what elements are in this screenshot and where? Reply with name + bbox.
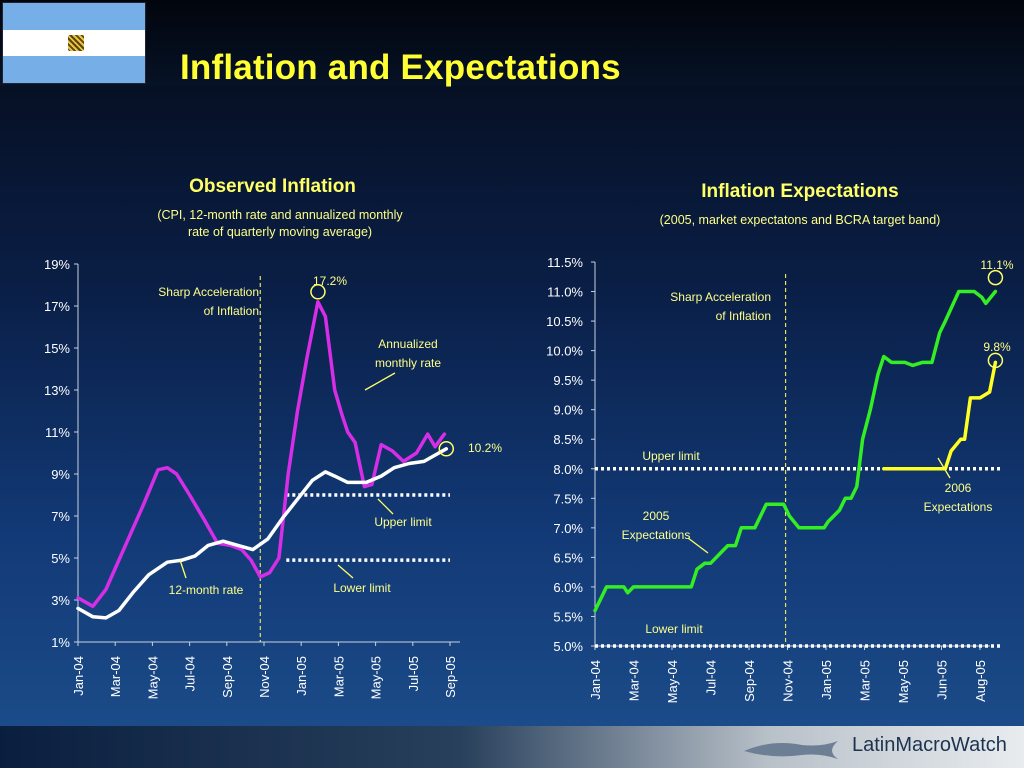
- fish-logo-icon: [744, 741, 838, 759]
- sharp-acceleration-label: of Inflation: [716, 309, 771, 323]
- x-tick-label: May-05: [369, 656, 384, 699]
- twelve-month-label: 12-month rate: [169, 583, 244, 597]
- footer: [0, 726, 1024, 768]
- x-tick-label: Sep-04: [742, 660, 757, 702]
- x-tick-label: Mar-04: [627, 660, 642, 701]
- lower-limit-label: Lower limit: [645, 622, 703, 636]
- x-tick-label: May-05: [896, 660, 911, 703]
- x-tick-label: Sep-05: [443, 656, 458, 698]
- chart-2-title: Inflation Expectations: [701, 181, 899, 202]
- annualized-label: Annualized: [378, 337, 437, 351]
- x-tick-label: Nov-04: [781, 660, 796, 702]
- x-tick-label: Mar-05: [331, 656, 346, 697]
- y-tick-label: 7%: [51, 509, 70, 524]
- x-tick-label: Jan-05: [819, 660, 834, 700]
- header-band: [0, 0, 1024, 86]
- y-tick-label: 9%: [51, 467, 70, 482]
- y-tick-label: 7.0%: [553, 521, 583, 536]
- y-tick-label: 11.5%: [547, 255, 583, 270]
- y-tick-label: 6.0%: [553, 580, 583, 595]
- exp-2005-label: Expectations: [622, 528, 691, 542]
- x-tick-label: Mar-04: [108, 656, 123, 697]
- lower-limit-pointer: [337, 564, 354, 579]
- exp-2006-pointer: [937, 457, 951, 479]
- y-tick-label: 19%: [44, 257, 70, 272]
- exp-2006-label: 2006: [945, 481, 972, 495]
- y-tick-label: 13%: [44, 383, 70, 398]
- x-tick-label: May-04: [665, 660, 680, 703]
- y-tick-label: 11.0%: [547, 285, 583, 300]
- x-tick-label: May-04: [145, 656, 160, 699]
- argentina-flag-icon: [2, 2, 146, 84]
- x-tick-label: Jan-04: [71, 656, 86, 696]
- y-tick-label: 5.5%: [553, 609, 583, 624]
- y-tick-label: 5.0%: [553, 639, 583, 654]
- y-tick-label: 5%: [51, 551, 70, 566]
- exp-2006-label: Expectations: [924, 500, 993, 514]
- annualized-pointer: [364, 372, 396, 391]
- x-tick-label: Nov-04: [257, 656, 272, 698]
- sharp-acceleration-label: Sharp Acceleration: [158, 285, 259, 299]
- brand-logo-text: LatinMacroWatch: [852, 734, 1007, 756]
- y-tick-label: 9.5%: [553, 373, 583, 388]
- upper-limit-pointer: [377, 498, 394, 515]
- y-tick-label: 11%: [45, 425, 70, 440]
- annualized-label: monthly rate: [375, 356, 441, 370]
- y-tick-label: 17%: [44, 299, 70, 314]
- lower-limit-label: Lower limit: [333, 581, 391, 595]
- peak-label: 17.2%: [313, 274, 347, 288]
- x-tick-label: Jul-04: [183, 656, 198, 691]
- mid-value-circle: [987, 352, 1004, 369]
- upper-limit-label: Upper limit: [642, 449, 700, 463]
- x-tick-label: Jan-04: [588, 660, 603, 700]
- chart-1-subtitle: (CPI, 12-month rate and annualized month…: [157, 208, 403, 239]
- series-2-line: [76, 447, 449, 620]
- y-tick-label: 3%: [51, 593, 70, 608]
- y-tick-label: 10.5%: [546, 314, 583, 329]
- x-tick-label: Aug-05: [973, 660, 988, 702]
- last-value-circle: [438, 441, 455, 457]
- y-tick-label: 8.0%: [553, 462, 583, 477]
- exp-2005-label: 2005: [643, 509, 670, 523]
- series-1-line: [76, 300, 447, 609]
- peak-marker-circle: [310, 284, 326, 300]
- chart-1-title: Observed Inflation: [189, 176, 356, 197]
- x-tick-label: Sep-04: [220, 656, 235, 698]
- series-1-line: [593, 289, 998, 613]
- sharp-acceleration-label: of Inflation: [204, 304, 259, 318]
- y-tick-label: 6.5%: [553, 550, 583, 565]
- last-value-label: 10.2%: [468, 441, 502, 455]
- x-tick-label: Jun-05: [935, 660, 950, 700]
- x-tick-label: Jul-04: [704, 660, 719, 695]
- twelve-month-pointer: [179, 559, 187, 579]
- exp-2005-pointer: [687, 537, 709, 554]
- y-tick-label: 10.0%: [546, 344, 583, 359]
- page-title: Inflation and Expectations: [180, 48, 621, 87]
- y-tick-label: 8.5%: [553, 432, 583, 447]
- top-value-label: 11.1%: [980, 258, 1013, 272]
- chart-2-subtitle: (2005, market expectatons and BCRA targe…: [659, 213, 941, 227]
- y-tick-label: 1%: [51, 635, 70, 650]
- x-tick-label: Mar-05: [858, 660, 873, 701]
- sharp-acceleration-label: Sharp Acceleration: [670, 290, 771, 304]
- y-tick-label: 9.0%: [553, 403, 583, 418]
- upper-limit-label: Upper limit: [374, 515, 432, 529]
- y-tick-label: 7.5%: [553, 491, 583, 506]
- y-tick-label: 15%: [44, 341, 70, 356]
- top-value-circle: [987, 269, 1004, 286]
- mid-value-label: 9.8%: [983, 340, 1011, 354]
- series-2-line: [882, 360, 998, 471]
- x-tick-label: Jan-05: [294, 656, 309, 696]
- x-tick-label: Jul-05: [406, 656, 421, 691]
